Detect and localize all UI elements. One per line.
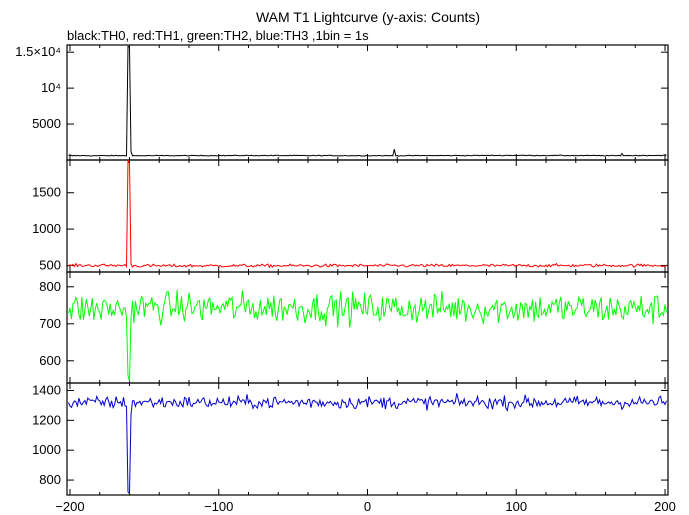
x-axis: −200 −100 0 100 200: [55, 499, 676, 514]
y-tick-label: 1500: [32, 185, 61, 200]
y-tick-label: 800: [39, 279, 61, 294]
x-tick-label: 0: [364, 499, 371, 514]
y-tick-label: 1400: [32, 382, 61, 397]
panel-th2: 600 700 800: [39, 271, 669, 384]
panel-th3: 800 1000 1200 1400: [32, 382, 669, 496]
x-tick-label: −200: [55, 499, 84, 514]
y-tick-label: 5000: [32, 116, 61, 131]
y-tick-label: 700: [39, 316, 61, 331]
panel-frame: [66, 159, 669, 273]
series-line-th0: [68, 45, 667, 157]
x-tick-label: −100: [204, 499, 233, 514]
chart-subtitle: black:TH0, red:TH1, green:TH2, blue:TH3 …: [67, 28, 369, 43]
panel-frame: [66, 44, 669, 161]
series-line-th1: [68, 159, 667, 269]
panel-th1: 500 1000 1500: [32, 159, 669, 273]
y-tick-label: 600: [39, 353, 61, 368]
y-tick-label: 10⁴: [41, 80, 61, 95]
x-tick-label: 100: [505, 499, 527, 514]
series-line-th2: [68, 289, 667, 382]
y-tick-label: 500: [39, 257, 61, 272]
x-tick-label: 200: [654, 499, 676, 514]
y-tick-label: 1200: [32, 412, 61, 427]
panel-frame: [66, 271, 669, 384]
y-tick-label: 800: [39, 472, 61, 487]
series-line-th3: [68, 393, 667, 495]
chart-title: WAM T1 Lightcurve (y-axis: Counts): [256, 9, 480, 25]
y-tick-label: 1000: [32, 442, 61, 457]
panel-th0: 5000 10⁴ 1.5×10⁴: [15, 44, 669, 161]
y-tick-label: 1.5×10⁴: [15, 44, 61, 59]
chart-panels: 5000 10⁴ 1.5×10⁴ 500 1000 1500 600 700 800 800 100…: [15, 44, 669, 496]
y-tick-label: 1000: [32, 221, 61, 236]
